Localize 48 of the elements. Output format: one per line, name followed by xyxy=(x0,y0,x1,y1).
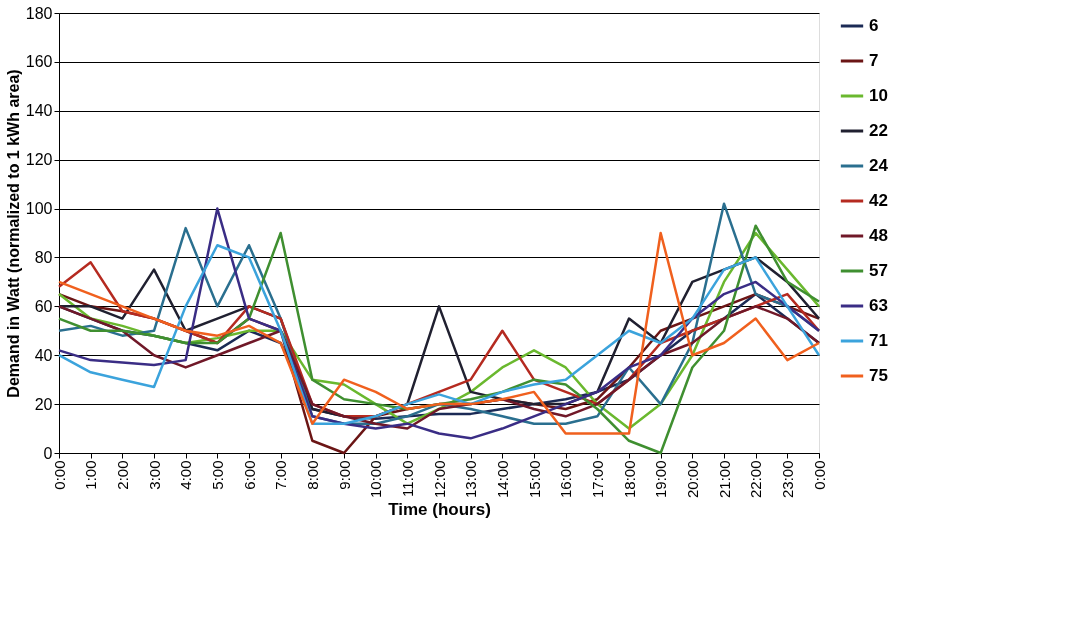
x-tick-label: 20:00 xyxy=(683,460,701,499)
y-tick-label: 140 xyxy=(25,102,53,120)
x-axis-title: Time (hours) xyxy=(388,500,491,520)
x-tick-label: 22:00 xyxy=(747,460,765,499)
y-tick-label: 0 xyxy=(43,444,53,462)
legend-label: 10 xyxy=(869,86,888,105)
x-tick-label: 2:00 xyxy=(113,460,131,490)
y-axis-title: Demand in Watt (normalized to 1 kWh area) xyxy=(4,69,22,398)
y-tick-label: 120 xyxy=(25,151,53,169)
legend-label: 48 xyxy=(869,226,888,245)
x-tick-label: 3:00 xyxy=(145,460,163,490)
x-tick-label: 18:00 xyxy=(620,460,638,499)
y-tick-label: 80 xyxy=(34,248,53,266)
x-tick-label: 15:00 xyxy=(525,460,543,499)
x-tick-label: 1:00 xyxy=(82,460,100,490)
x-tick-label: 13:00 xyxy=(462,460,480,499)
legend-label: 75 xyxy=(869,366,888,385)
x-tick-label: 6:00 xyxy=(240,460,258,490)
y-tick-label: 160 xyxy=(25,53,53,71)
x-tick-label: 12:00 xyxy=(430,460,448,499)
legend-label: 71 xyxy=(869,331,888,350)
x-tick-label: 17:00 xyxy=(588,460,606,499)
legend-label: 22 xyxy=(869,121,888,140)
x-tick-label: 8:00 xyxy=(303,460,321,490)
x-tick-label: 21:00 xyxy=(715,460,733,499)
legend-label: 57 xyxy=(869,261,888,280)
x-tick-label: 10:00 xyxy=(367,460,385,499)
x-tick-label: 7:00 xyxy=(272,460,290,490)
x-tick-label: 0:00 xyxy=(810,460,828,490)
y-tick-label: 40 xyxy=(34,346,53,364)
x-tick-label: 0:00 xyxy=(50,460,68,490)
y-tick-label: 180 xyxy=(25,4,53,22)
x-tick-label: 11:00 xyxy=(398,460,416,497)
x-tick-label: 23:00 xyxy=(778,460,796,499)
y-tick-label: 20 xyxy=(34,395,53,413)
legend-label: 6 xyxy=(869,16,879,35)
y-tick-label: 60 xyxy=(34,297,53,315)
x-tick-label: 9:00 xyxy=(335,460,353,490)
legend-label: 63 xyxy=(869,296,888,315)
x-tick-label: 14:00 xyxy=(493,460,511,499)
legend-label: 7 xyxy=(869,51,879,70)
x-tick-label: 4:00 xyxy=(177,460,195,490)
legend-label: 42 xyxy=(869,191,888,210)
legend-label: 24 xyxy=(869,156,889,175)
x-tick-label: 19:00 xyxy=(652,460,670,499)
x-tick-label: 5:00 xyxy=(208,460,226,490)
y-tick-label: 100 xyxy=(25,200,53,218)
x-tick-label: 16:00 xyxy=(557,460,575,499)
